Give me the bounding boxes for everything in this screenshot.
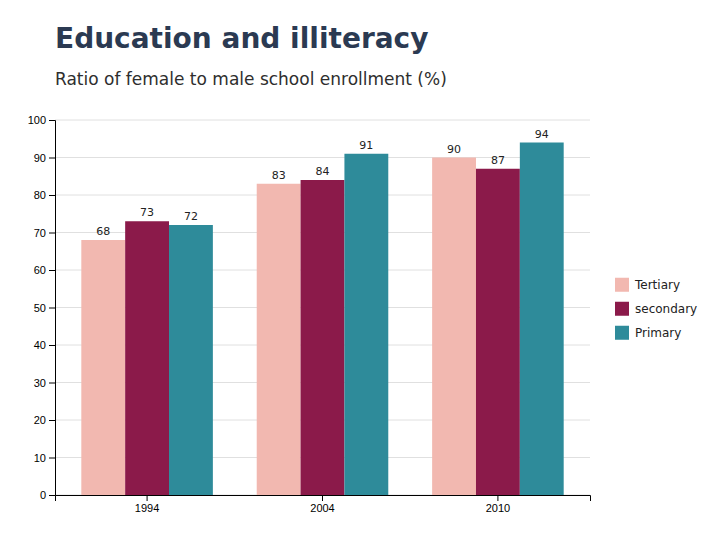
data-label: 72 [184, 210, 198, 223]
y-tick-mark [49, 270, 55, 271]
x-tick-mark [497, 495, 498, 501]
y-tick: 40 [34, 339, 55, 351]
grid [55, 120, 590, 495]
x-tick: 2010 [486, 495, 510, 514]
y-tick-label: 10 [34, 452, 46, 464]
y-tick-label: 70 [34, 227, 46, 239]
y-tick-mark [49, 308, 55, 309]
y-tick-mark [49, 495, 55, 496]
y-tick: 50 [34, 302, 55, 314]
x-tick: 1994 [135, 495, 159, 514]
y-axis-line [49, 121, 56, 496]
y-tick-mark [49, 420, 55, 421]
y-tick-mark [49, 233, 55, 234]
x-tick-mark [147, 495, 148, 501]
legend-swatch [615, 278, 629, 292]
data-label: 87 [491, 154, 505, 167]
data-label: 91 [359, 139, 373, 152]
y-tick-label: 90 [34, 152, 46, 164]
data-label: 83 [272, 169, 286, 182]
data-label: 94 [535, 128, 549, 141]
x-tick-label: 2004 [310, 502, 334, 514]
legend-label: Tertiary [634, 278, 680, 292]
y-tick-mark [49, 158, 55, 159]
y-tick: 30 [34, 377, 55, 389]
data-label: 73 [140, 206, 154, 219]
legend-item: Primary [615, 326, 681, 340]
y-tick-label: 50 [34, 302, 46, 314]
y-tick: 20 [34, 414, 55, 426]
bar [257, 184, 301, 495]
y-tick-label: 0 [40, 489, 46, 501]
y-tick-label: 60 [34, 264, 46, 276]
bar [520, 143, 564, 496]
chart: Education and illiteracy Ratio of female … [0, 0, 720, 540]
x-axis: 1994 2004 2010 [56, 495, 591, 514]
x-tick-label: 2010 [486, 502, 510, 514]
y-tick-label: 80 [34, 189, 46, 201]
y-tick-mark [49, 383, 55, 384]
y-tick: 0 [40, 489, 55, 501]
bar [125, 221, 169, 495]
y-tick: 90 [34, 152, 55, 164]
bar [432, 158, 476, 496]
subtitle: Ratio of female to male school enrollmen… [55, 69, 447, 89]
legend-label: secondary [635, 302, 697, 316]
legend-item: Tertiary [615, 278, 680, 292]
y-tick-mark [49, 195, 55, 196]
x-tick: 2004 [310, 495, 334, 514]
x-tick-mark [322, 495, 323, 501]
y-tick-label: 30 [34, 377, 46, 389]
y-tick-label: 100 [28, 114, 46, 126]
legend-swatch [615, 326, 629, 340]
legend-swatch [615, 302, 629, 316]
y-tick-label: 40 [34, 339, 46, 351]
bar [81, 240, 125, 495]
y-tick: 60 [34, 264, 55, 276]
y-tick: 10 [34, 452, 55, 464]
legend-label: Primary [635, 326, 681, 340]
grid-line [55, 120, 590, 121]
y-axis: 0 10 20 30 40 50 60 70 80 90 100 [28, 114, 56, 501]
y-tick-mark [49, 458, 55, 459]
x-axis-line [56, 496, 591, 502]
data-label: 90 [447, 143, 461, 156]
y-tick-mark [49, 120, 55, 121]
y-tick: 70 [34, 227, 55, 239]
data-label: 84 [316, 165, 330, 178]
title: Education and illiteracy [55, 22, 428, 55]
grid-line [55, 157, 590, 158]
plot: 0 10 20 30 40 50 60 70 80 90 100 1994 2004 2010 68 83 90… [28, 114, 591, 514]
bar [344, 154, 388, 495]
bar [169, 225, 213, 495]
bars [81, 143, 563, 496]
bar [476, 169, 520, 495]
y-tick: 100 [28, 114, 55, 126]
x-tick-label: 1994 [135, 502, 159, 514]
bar [301, 180, 345, 495]
data-labels: 68 83 90 73 84 87 72 91 94 [96, 128, 549, 239]
legend: Tertiary secondary Primary [615, 278, 697, 340]
y-tick: 80 [34, 189, 55, 201]
legend-item: secondary [615, 302, 697, 316]
data-label: 68 [96, 225, 110, 238]
y-tick-label: 20 [34, 414, 46, 426]
y-tick-mark [49, 345, 55, 346]
